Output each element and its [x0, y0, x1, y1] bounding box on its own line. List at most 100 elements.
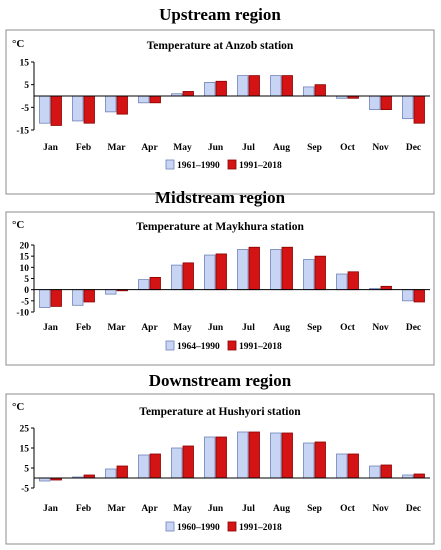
bar-series1-mar	[105, 95, 117, 113]
legend-swatch-1	[165, 340, 175, 351]
bar-series1-apr	[138, 279, 150, 291]
bar-series2-sep	[314, 441, 326, 479]
x-category-label: Jan	[43, 143, 59, 153]
chart-border	[5, 393, 435, 545]
legend-label-1: 1961–1990	[177, 161, 220, 171]
bar-series1-jun	[204, 436, 216, 479]
bar-series1-feb	[72, 95, 84, 122]
bar-series1-dec	[402, 289, 414, 302]
x-category-label: Aug	[273, 143, 290, 153]
bar-series1-nov	[369, 95, 381, 110]
legend-label-2: 1991–2018	[239, 523, 282, 533]
bar-series2-jul	[248, 246, 260, 291]
chart-title: Temperature at Maykhura station	[136, 221, 304, 233]
y-tick-label: 5	[24, 81, 29, 91]
bar-series2-jul	[248, 75, 260, 97]
bar-series2-aug	[281, 432, 293, 479]
x-category-label: Jul	[242, 323, 255, 333]
bar-series1-apr	[138, 95, 150, 104]
x-category-label: Feb	[76, 323, 91, 333]
chart-panel-3: Downstream region °C Temperature at Hushyo…	[5, 371, 435, 545]
bar-series1-aug	[270, 75, 282, 97]
bar-series1-oct	[336, 273, 348, 291]
x-category-label: Dec	[406, 143, 421, 153]
x-category-label: Jul	[242, 504, 255, 514]
chart-title: Temperature at Hushyori station	[139, 406, 301, 418]
bar-series2-mar	[116, 465, 128, 479]
x-category-label: Apr	[141, 143, 158, 153]
bar-series1-nov	[369, 465, 381, 479]
legend-label-1: 1960–1990	[177, 523, 220, 533]
x-category-label: Apr	[141, 504, 158, 514]
x-category-label: Oct	[340, 143, 356, 153]
bar-series2-jan	[50, 289, 62, 307]
x-category-label: Jun	[208, 143, 224, 153]
bar-series2-nov	[380, 464, 392, 479]
x-category-label: May	[173, 323, 192, 333]
bar-series1-jul	[237, 75, 249, 97]
legend-swatch-2	[227, 340, 237, 351]
x-category-label: Mar	[108, 143, 127, 153]
bar-series1-jul	[237, 249, 249, 291]
bar-series1-jun	[204, 82, 216, 97]
bar-series2-feb	[83, 289, 95, 303]
chart-border	[5, 29, 435, 195]
x-category-label: Feb	[76, 143, 91, 153]
bar-series2-nov	[380, 285, 392, 291]
legend-label-1: 1964–1990	[177, 342, 220, 352]
y-tick-label: 0	[24, 286, 29, 296]
bar-series1-aug	[270, 249, 282, 291]
y-tick-label: 10	[20, 264, 30, 274]
bar-series2-apr	[149, 95, 161, 104]
bar-series1-feb	[72, 289, 84, 306]
x-category-label: Aug	[273, 323, 290, 333]
y-tick-label: 5	[24, 275, 29, 285]
region-title: Midstream region	[155, 188, 286, 207]
x-category-label: May	[173, 143, 192, 153]
x-category-label: Jan	[43, 323, 59, 333]
y-axis-unit: °C	[12, 401, 24, 413]
bar-series2-dec	[413, 289, 425, 303]
region-title: Upstream region	[159, 5, 281, 24]
y-tick-label: 25	[20, 425, 30, 435]
bar-series1-oct	[336, 453, 348, 479]
x-category-label: Aug	[273, 504, 290, 514]
bar-series1-apr	[138, 454, 150, 479]
y-axis-unit: °C	[12, 219, 24, 231]
bar-series1-jan	[39, 289, 51, 308]
x-category-label: Dec	[406, 504, 421, 514]
bar-series2-oct	[347, 453, 359, 479]
y-tick-label: -10	[16, 309, 29, 319]
chart-panel-2: Midstream region °C Temperature at Maykhur…	[5, 188, 435, 366]
y-tick-label: -5	[21, 485, 29, 495]
legend-label-2: 1991–2018	[239, 161, 282, 171]
bar-series1-sep	[303, 86, 315, 97]
bar-series1-jun	[204, 254, 216, 291]
y-tick-label: 5	[24, 465, 29, 475]
legend-swatch-1	[165, 159, 175, 170]
legend-swatch-2	[227, 521, 237, 532]
bar-series2-jun	[215, 253, 227, 291]
bar-series2-jun	[215, 436, 227, 479]
x-category-label: Mar	[108, 504, 127, 514]
x-category-label: Oct	[340, 504, 356, 514]
chart-panel-1: Upstream region °C Temperature at Anzob st…	[5, 5, 435, 195]
x-category-label: Nov	[372, 323, 389, 333]
y-tick-label: 15	[20, 253, 30, 263]
y-tick-label: 20	[20, 242, 30, 252]
legend-swatch-1	[165, 521, 175, 532]
x-category-label: Sep	[307, 323, 322, 333]
x-category-label: Jun	[208, 323, 224, 333]
y-tick-label: -5	[21, 297, 29, 307]
y-tick-label: -5	[21, 104, 29, 114]
chart-border	[5, 211, 435, 366]
bar-series1-may	[171, 264, 183, 291]
bar-series1-jul	[237, 431, 249, 479]
bar-series2-dec	[413, 473, 425, 479]
y-axis-unit: °C	[12, 38, 24, 50]
x-category-label: Mar	[108, 323, 127, 333]
bar-series1-jan	[39, 95, 51, 124]
x-category-label: Sep	[307, 504, 322, 514]
bar-series1-may	[171, 447, 183, 479]
